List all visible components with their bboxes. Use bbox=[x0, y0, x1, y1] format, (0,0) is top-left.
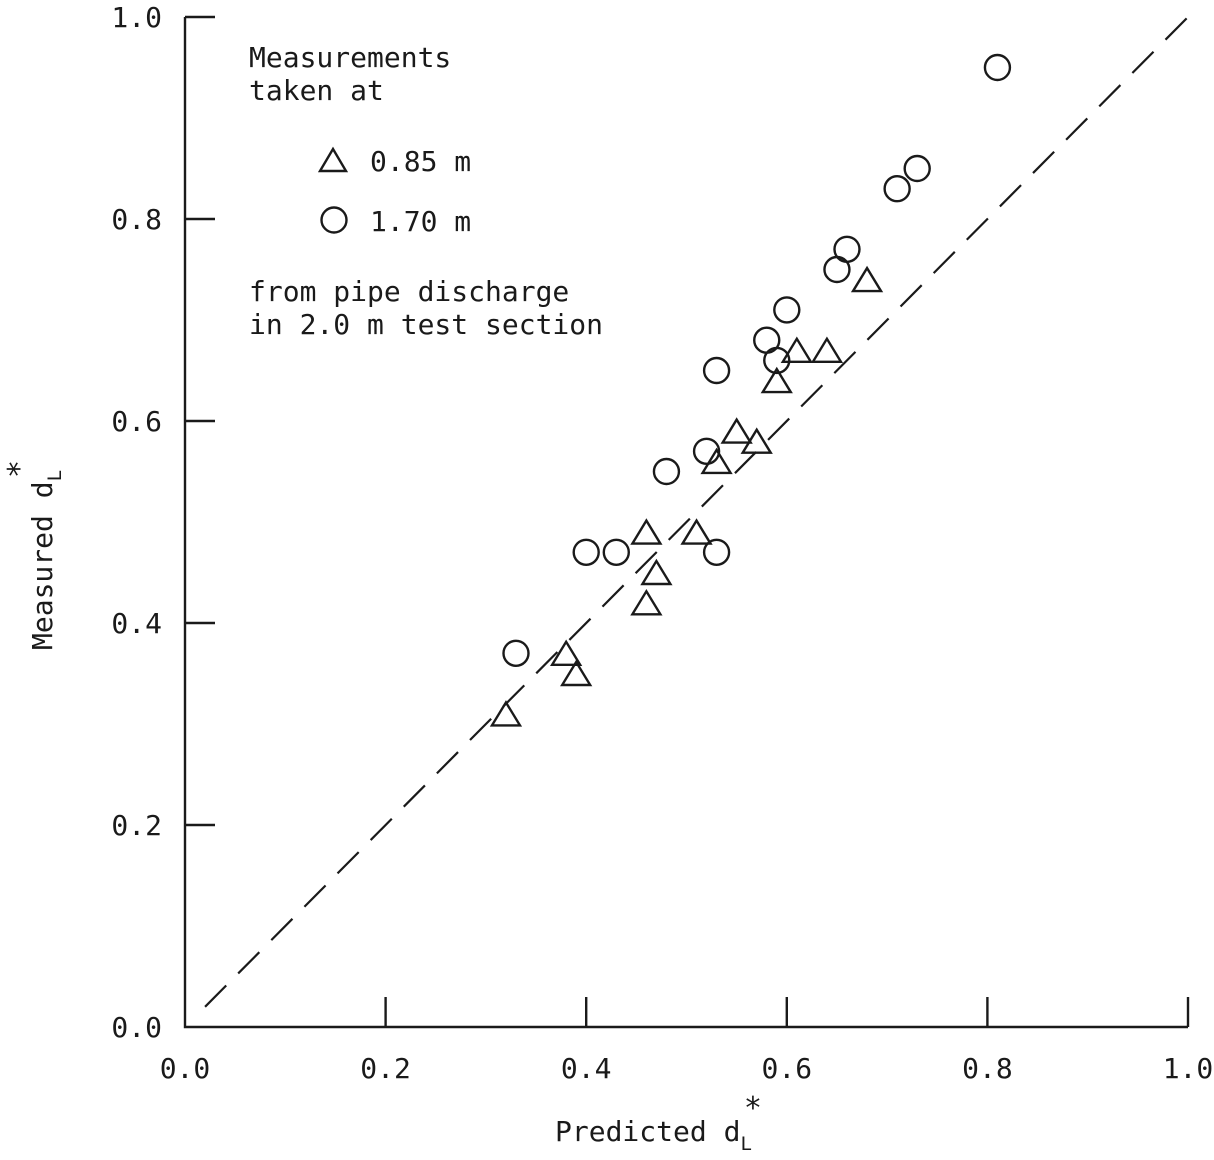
triangle-point-9 bbox=[740, 427, 773, 454]
y-axis-title-main: Measured d bbox=[26, 481, 59, 650]
legend-footer-line-1: from pipe discharge bbox=[249, 275, 569, 308]
circle-point-0 bbox=[502, 639, 530, 667]
circle-point-3 bbox=[652, 457, 681, 486]
axes bbox=[183, 17, 1188, 1029]
triangle-point-5 bbox=[630, 518, 663, 545]
y-tick-label: 0.8 bbox=[111, 203, 162, 236]
circle-point-1 bbox=[572, 538, 600, 566]
circle-point-4 bbox=[702, 538, 731, 566]
reference-line-1to1 bbox=[204, 16, 1189, 1008]
legend-entry-1-label: 1.70 m bbox=[370, 205, 471, 238]
legend-entry-0-label: 0.85 m bbox=[370, 145, 471, 178]
x-tick-label: 0.2 bbox=[360, 1052, 411, 1085]
x-tick-label: 1.0 bbox=[1163, 1052, 1214, 1085]
triangle-point-13 bbox=[850, 265, 884, 293]
circle-point-8 bbox=[763, 346, 791, 375]
x-axis-title-subscript: L bbox=[740, 1133, 751, 1155]
triangle-point-12 bbox=[810, 336, 844, 363]
axis-lines bbox=[183, 17, 1188, 1029]
triangle-point-8 bbox=[720, 417, 753, 444]
triangle-point-1 bbox=[550, 639, 583, 666]
triangle-point-2 bbox=[560, 659, 593, 687]
y-tick-label: 1.0 bbox=[111, 1, 162, 34]
x-tick-label: 0.8 bbox=[962, 1052, 1013, 1085]
triangle-point-6 bbox=[680, 518, 713, 545]
y-axis-title-subscript: L bbox=[44, 470, 66, 481]
legend: Measurements taken at 0.85 m 1.70 m from… bbox=[249, 41, 603, 341]
legend-circle-icon bbox=[320, 206, 348, 234]
legend-heading-line-2: taken at bbox=[249, 74, 384, 107]
legend-heading-line-1: Measurements bbox=[249, 41, 451, 74]
y-axis-title-superscript: * bbox=[2, 460, 37, 478]
legend-triangle-icon bbox=[317, 146, 349, 173]
x-axis-title-superscript: * bbox=[744, 1091, 762, 1126]
y-tick-label: 0.2 bbox=[111, 809, 162, 842]
circle-point-9 bbox=[773, 296, 801, 324]
triangle-point-11 bbox=[780, 336, 813, 363]
y-tick-label: 0.0 bbox=[111, 1011, 162, 1044]
y-tick-label: 0.6 bbox=[111, 405, 162, 438]
x-tick-label: 0.6 bbox=[762, 1052, 813, 1085]
circle-point-14 bbox=[983, 53, 1012, 82]
x-axis-ticks: 0.0 0.2 0.4 0.6 0.8 1.0 bbox=[160, 997, 1214, 1085]
triangle-point-4 bbox=[640, 558, 673, 586]
triangle-point-7 bbox=[700, 447, 733, 475]
circle-point-12 bbox=[883, 174, 911, 203]
x-tick-label: 0.4 bbox=[561, 1052, 612, 1085]
legend-footer-line-2: in 2.0 m test section bbox=[249, 308, 603, 341]
x-axis-title-main: Predicted d bbox=[555, 1115, 740, 1148]
triangle-point-10 bbox=[760, 366, 793, 394]
triangle-point-0 bbox=[489, 700, 523, 727]
x-axis-title: Predicted dL * bbox=[555, 1091, 762, 1155]
y-tick-label: 0.4 bbox=[111, 607, 162, 640]
circle-point-2 bbox=[602, 538, 630, 566]
data-points bbox=[489, 53, 1012, 727]
triangle-point-3 bbox=[630, 588, 663, 616]
y-axis-title: Measured dL * bbox=[2, 460, 66, 650]
x-tick-label: 0.0 bbox=[160, 1052, 211, 1085]
circle-point-11 bbox=[833, 235, 861, 264]
circle-point-13 bbox=[903, 154, 931, 183]
circle-point-6 bbox=[702, 356, 731, 385]
y-axis-ticks: 0.0 0.2 0.4 0.6 0.8 1.0 bbox=[111, 1, 215, 1044]
circle-point-5 bbox=[692, 437, 721, 465]
